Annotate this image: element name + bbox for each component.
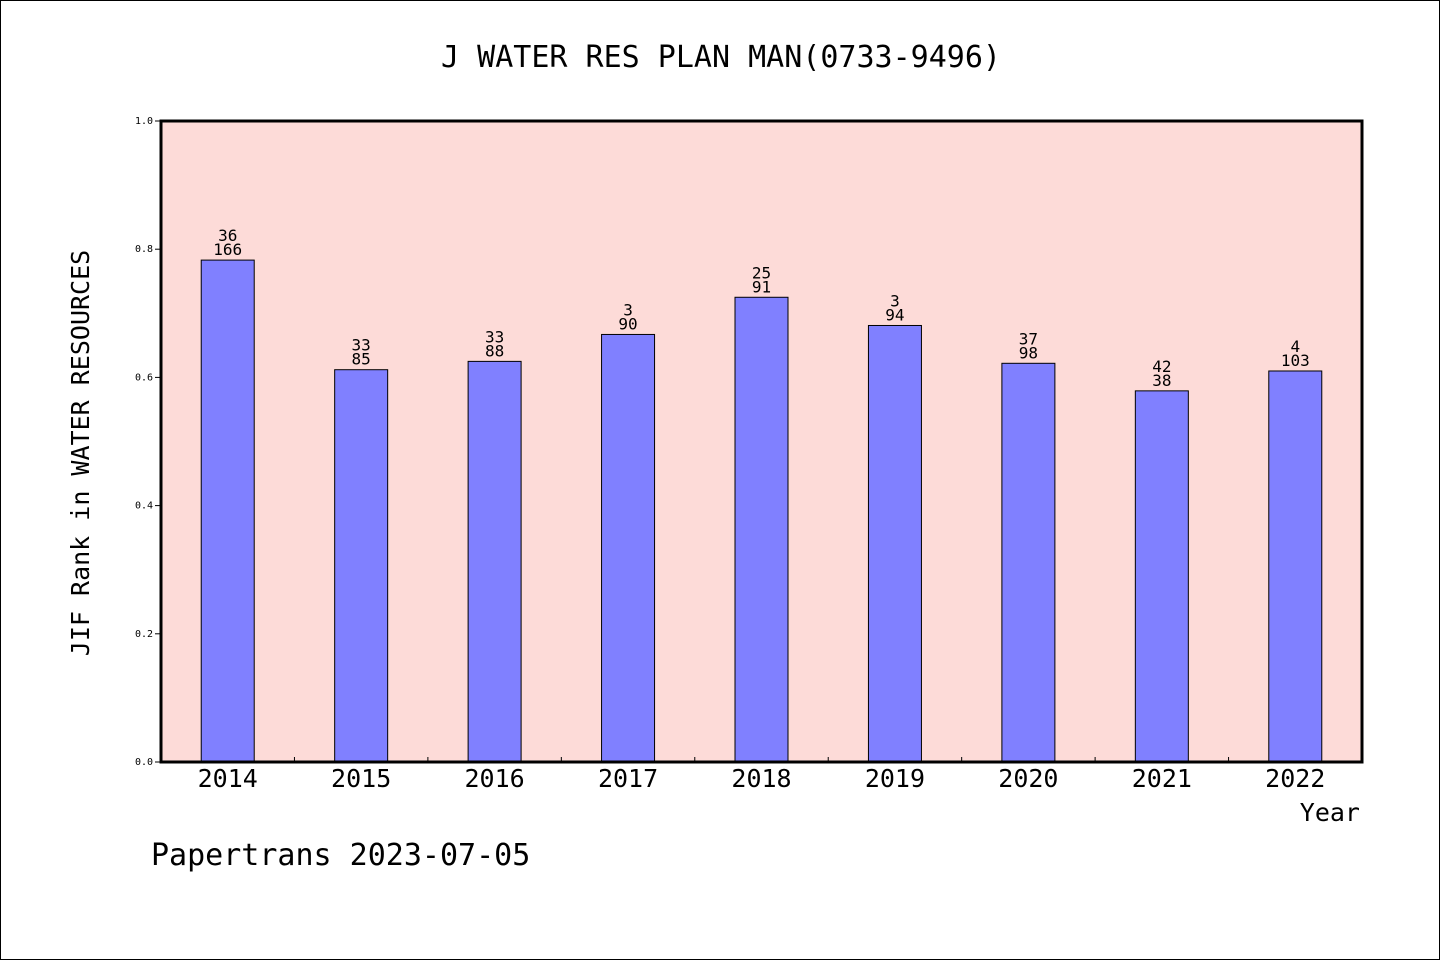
bar-label-bottom: 103	[1281, 351, 1310, 370]
bar	[200, 259, 255, 763]
y-axis: 0.0 0.2 0.4 0.6 0.8 1.0	[135, 116, 161, 768]
chart-title: J WATER RES PLAN MAN(0733-9496)	[441, 40, 1001, 75]
y-tick-label: 0.6	[135, 372, 153, 383]
plot-border	[159, 119, 1364, 764]
bar-label-bottom: 98	[1019, 343, 1038, 362]
bar-label-top: 36	[218, 226, 237, 245]
bar-label-bottom: 94	[885, 305, 904, 324]
bar-label-bottom: 88	[485, 341, 504, 360]
bar-label-top: 42	[1152, 357, 1171, 376]
x-tick-label: 2020	[998, 764, 1058, 793]
bar-label-top: 3	[623, 300, 633, 319]
bar-label-bottom: 91	[752, 277, 771, 296]
bar	[601, 333, 656, 763]
x-tick-label: 2017	[598, 764, 658, 793]
y-tick-label: 0.4	[135, 501, 153, 512]
y-tick-label: 0.0	[135, 757, 153, 768]
y-tick-label: 0.2	[135, 629, 153, 640]
bar	[867, 324, 922, 763]
bar-label-bottom: 85	[352, 350, 371, 369]
bar-label-top: 3	[890, 291, 900, 310]
x-axis-label: Year	[1300, 798, 1360, 827]
bar-label-top: 37	[1019, 329, 1038, 348]
bar	[1001, 362, 1056, 763]
x-tick-label: 2014	[198, 764, 258, 793]
bar-label-top: 4	[1290, 337, 1300, 356]
bar-label-bottom: 90	[618, 314, 637, 333]
x-tick-label: 2015	[331, 764, 391, 793]
x-axis: 2014 2015 2016 2017 2018 2019 2020 2021 2022	[198, 757, 1325, 793]
bar	[467, 360, 522, 763]
footer-credit: Papertrans 2023-07-05	[151, 838, 530, 873]
bar	[1268, 370, 1323, 763]
bar-label-top: 33	[485, 327, 504, 346]
y-axis-label: JIF Rank in WATER RESOURCES	[66, 250, 95, 656]
x-tick-label: 2018	[731, 764, 791, 793]
x-tick-label: 2019	[865, 764, 925, 793]
bar-label-top: 25	[752, 263, 771, 282]
bar-label-bottom: 38	[1152, 371, 1171, 390]
y-tick-label: 0.8	[135, 244, 153, 255]
x-tick-label: 2022	[1265, 764, 1325, 793]
bar	[1134, 390, 1189, 763]
x-tick-label: 2016	[465, 764, 525, 793]
bar	[334, 369, 389, 763]
x-tick-label: 2021	[1132, 764, 1192, 793]
bar-label-top: 33	[352, 336, 371, 355]
bar	[734, 296, 789, 763]
bar-label-bottom: 166	[213, 240, 242, 259]
y-tick-label: 1.0	[135, 116, 153, 127]
